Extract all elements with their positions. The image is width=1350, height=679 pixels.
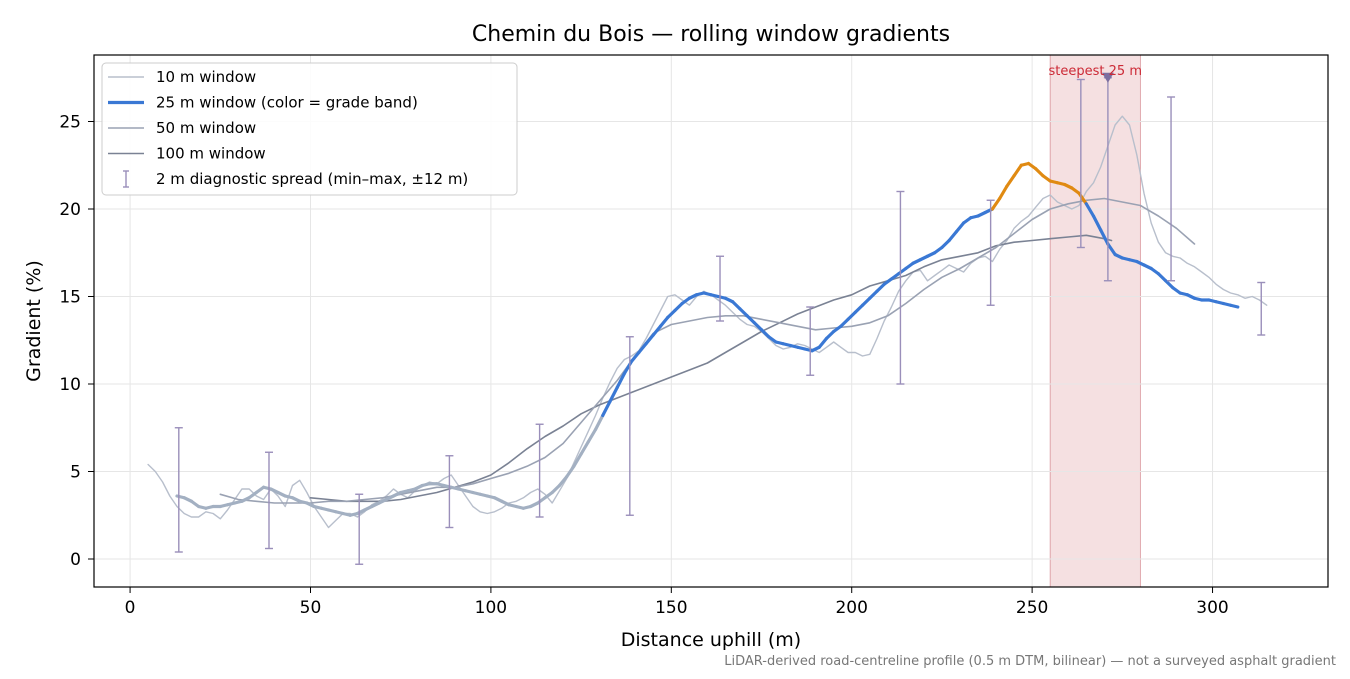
series-25m-segment	[615, 371, 627, 390]
legend: 10 m window 25 m window (color = grade ba…	[101, 62, 518, 196]
steepest-label: steepest 25 m	[1049, 64, 1142, 79]
y-tick-label: 5	[70, 463, 81, 483]
series-25m-segment	[817, 336, 829, 349]
chart-title: Chemin du Bois — rolling window gradient…	[472, 22, 950, 47]
series-25m-segment	[630, 350, 641, 363]
series-25m-segment	[738, 307, 749, 318]
series-25m-segment	[868, 289, 879, 300]
y-tick-label: 20	[59, 200, 81, 220]
steepest-marker	[1101, 72, 1114, 83]
series-25m-segment	[644, 333, 655, 346]
spread-layer	[174, 77, 1266, 565]
series-25m-segment	[759, 328, 771, 339]
series-25m-segment	[586, 427, 598, 444]
series-25m-segment	[593, 413, 605, 432]
series-25m-segment	[1099, 228, 1110, 246]
legend-label-spread: 2 m diagnostic spread (min–max, ±12 m)	[156, 170, 468, 188]
series-25m-segment	[940, 238, 951, 250]
x-tick-label: 300	[1196, 598, 1228, 618]
series-25m-segment	[572, 452, 583, 468]
series-25m-segment	[1106, 242, 1117, 257]
series-25m-segment	[752, 321, 764, 332]
series-25m-segment	[990, 196, 1002, 211]
series-25m-segment	[839, 317, 850, 328]
series-25m-segment	[1228, 303, 1240, 309]
y-tick-label: 0	[70, 550, 81, 570]
x-tick-label: 50	[300, 598, 322, 618]
series-25m-segment	[608, 385, 619, 404]
axis-ticks: 0 50 100 150 200 250 300 0 5 10 15 20 25	[59, 113, 1228, 619]
series-25m-segment	[947, 230, 958, 243]
series-25m-segment	[637, 342, 648, 355]
series-25m-segment	[1091, 214, 1103, 232]
series-25m-segment	[824, 329, 836, 341]
x-tick-label: 250	[1016, 598, 1048, 618]
series-100m-line	[309, 234, 1113, 503]
series-25m-segment	[998, 184, 1009, 201]
series-25m-segment	[745, 314, 756, 325]
series-25m-segment	[875, 282, 886, 293]
series-25m-segment	[860, 296, 872, 307]
series-25m-segment	[1164, 279, 1175, 290]
x-tick-label: 150	[655, 598, 687, 618]
series-25m-segment	[853, 303, 865, 314]
series-25m-segment	[550, 483, 562, 495]
series-25m-segment	[565, 464, 576, 479]
legend-label-w50: 50 m window	[156, 119, 256, 137]
steepest-band-layer	[1049, 54, 1141, 588]
x-tick-label: 200	[835, 598, 867, 618]
series-25m-segment	[731, 300, 742, 311]
series-25m-segment	[666, 308, 677, 320]
steepest-window-band	[1049, 54, 1141, 588]
footnote: LiDAR-derived road-centreline profile (0…	[724, 654, 1336, 669]
series-25m-segment	[579, 440, 590, 456]
x-tick-label: 100	[475, 598, 507, 618]
plot-frame	[93, 54, 1329, 588]
legend-label-w100: 100 m window	[156, 145, 266, 163]
series-25m-segment	[557, 475, 569, 488]
series-25m-segment	[846, 310, 857, 321]
series-25m-segment	[1084, 202, 1096, 218]
legend-box	[101, 62, 518, 196]
legend-label-w10: 10 m window	[156, 68, 256, 86]
series-25m-segment	[658, 315, 670, 328]
legend-label-w25: 25 m window (color = grade band)	[156, 94, 418, 112]
series-25m-segment	[1156, 272, 1168, 283]
y-tick-label: 15	[59, 288, 81, 308]
y-axis-label: Gradient (%)	[23, 260, 45, 382]
annotation-layer: steepest 25 m	[1049, 64, 1142, 83]
x-axis-label: Distance uphill (m)	[621, 629, 801, 651]
series-25m-segment	[1005, 174, 1016, 188]
y-tick-label: 25	[59, 113, 81, 133]
y-tick-label: 10	[59, 375, 81, 395]
series-25m-segment	[601, 399, 612, 418]
series-50m-line	[219, 197, 1196, 504]
x-tick-label: 0	[125, 598, 136, 618]
series-25m-segment	[673, 301, 684, 313]
series-25m-segment	[651, 324, 663, 337]
series-25m-segment	[1034, 167, 1045, 178]
series-25m-segment	[1012, 163, 1023, 178]
series-25m-segment	[954, 221, 966, 234]
